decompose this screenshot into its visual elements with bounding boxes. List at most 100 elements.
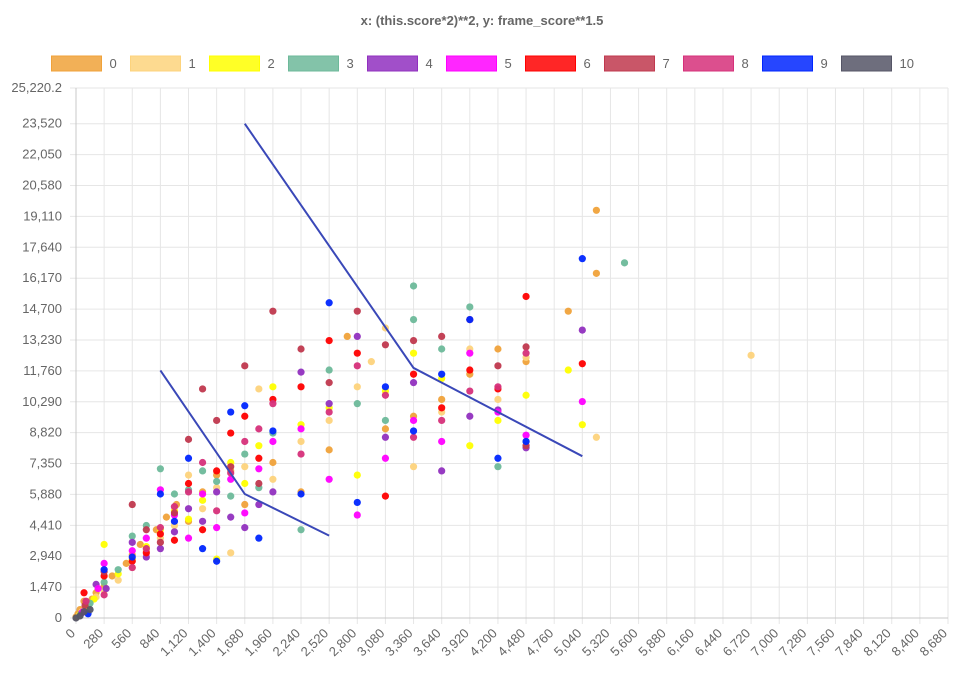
y-tick-label: 14,700	[22, 301, 62, 316]
x-tick-label: 0	[62, 626, 78, 642]
data-point-series-6	[409, 370, 418, 378]
legend-item-8[interactable]: 8	[683, 55, 749, 72]
legend-swatch	[446, 55, 497, 72]
data-point-series-4	[381, 433, 390, 441]
legend: 0 1 2 3 4 5 6 7 8 9 10	[51, 55, 914, 72]
data-point-series-6	[325, 337, 333, 345]
x-tick-label: 6,720	[720, 626, 754, 660]
y-tick-label: 20,580	[22, 178, 62, 193]
data-point-series-8	[438, 416, 446, 425]
y-tick-label: 16,170	[22, 270, 62, 285]
data-point-series-3	[156, 465, 164, 473]
data-point-series-1	[592, 433, 600, 441]
data-point-series-10	[86, 605, 94, 614]
data-point-series-3	[227, 492, 235, 500]
legend-item-1[interactable]: 1	[130, 55, 196, 72]
data-point-series-0	[108, 572, 116, 580]
x-tick-label: 7,840	[832, 626, 866, 660]
legend-item-4[interactable]: 4	[367, 55, 433, 72]
data-point-series-5	[184, 534, 193, 542]
data-point-series-7	[156, 538, 164, 546]
legend-item-5[interactable]: 5	[446, 55, 512, 72]
data-point-series-1	[241, 463, 249, 471]
legend-label: 3	[347, 56, 354, 71]
data-point-series-0	[241, 500, 249, 509]
legend-item-9[interactable]: 9	[762, 55, 828, 72]
data-point-series-8	[409, 433, 418, 441]
data-point-series-9	[494, 454, 502, 462]
data-point-series-6	[156, 530, 164, 538]
legend-item-10[interactable]: 10	[841, 55, 914, 72]
legend-item-3[interactable]: 3	[288, 55, 354, 72]
data-point-series-8	[82, 597, 90, 605]
data-point-series-7	[255, 479, 263, 488]
x-tick-label: 1,400	[185, 626, 219, 660]
data-point-series-4	[170, 528, 179, 536]
data-point-series-7	[269, 307, 277, 315]
data-point-series-5	[94, 584, 102, 593]
data-point-series-0	[343, 332, 351, 341]
data-point-series-8	[198, 458, 207, 467]
legend-item-2[interactable]: 2	[209, 55, 275, 72]
data-point-series-3	[438, 345, 446, 353]
legend-label: 4	[426, 56, 433, 71]
legend-swatch	[683, 55, 734, 72]
x-tick-label: 5,600	[607, 626, 641, 660]
data-point-series-8	[297, 450, 305, 458]
data-point-series-9	[100, 566, 108, 574]
data-point-series-1	[353, 383, 361, 391]
legend-item-0[interactable]: 0	[51, 55, 117, 72]
data-point-series-1	[114, 576, 122, 584]
trend-lines	[159, 123, 583, 537]
x-tick-label: 280	[80, 626, 106, 652]
y-tick-label: 0	[55, 610, 62, 625]
data-point-series-7	[184, 435, 193, 443]
grid	[70, 87, 949, 624]
legend-item-7[interactable]: 7	[604, 55, 670, 72]
data-point-series-1	[198, 505, 207, 513]
data-point-series-4	[353, 332, 361, 341]
data-point-series-5	[466, 349, 474, 357]
data-point-series-5	[578, 397, 586, 406]
data-point-series-8	[170, 503, 179, 511]
data-point-series-0	[494, 345, 502, 353]
data-point-series-3	[466, 303, 474, 311]
legend-label: 10	[900, 56, 914, 71]
y-tick-label: 17,640	[22, 239, 62, 254]
x-axis-ticks: 0 280 560 8401,1201,4001,6801,9602,2402,520…	[62, 626, 950, 660]
legend-label: 5	[505, 56, 512, 71]
data-point-series-4	[241, 524, 249, 532]
legend-swatch	[288, 55, 339, 72]
data-point-series-6	[80, 589, 88, 597]
data-point-series-8	[241, 437, 249, 446]
data-point-series-7	[325, 379, 333, 387]
data-point-series-3	[213, 477, 221, 486]
data-point-series-8	[142, 545, 150, 553]
data-point-series-4	[438, 467, 446, 475]
data-point-series-6	[578, 360, 586, 368]
data-point-series-9	[241, 402, 249, 410]
data-point-series-8	[522, 349, 530, 357]
x-tick-label: 4,760	[523, 626, 557, 660]
trend-line	[243, 123, 583, 458]
data-point-series-0	[162, 513, 171, 521]
y-tick-label: 4,410	[29, 517, 62, 532]
y-tick-label: 1,470	[29, 579, 62, 594]
data-point-series-7	[170, 509, 179, 517]
x-tick-label: 560	[108, 626, 134, 652]
chart-title: x: (this.score*2)**2, y: frame_score**1.…	[361, 13, 604, 28]
data-point-series-8	[466, 387, 474, 395]
data-point-series-0	[122, 559, 130, 567]
data-points	[72, 206, 755, 622]
data-point-series-4	[102, 584, 110, 593]
data-point-series-8	[184, 488, 193, 496]
data-point-series-9	[184, 454, 193, 462]
data-point-series-7	[353, 307, 361, 315]
data-point-series-1	[184, 471, 193, 479]
x-tick-label: 1,120	[157, 626, 191, 660]
data-point-series-6	[381, 492, 390, 500]
x-tick-label: 1,680	[213, 626, 247, 660]
data-point-series-9	[255, 534, 263, 542]
legend-swatch	[604, 55, 655, 72]
legend-item-6[interactable]: 6	[525, 55, 591, 72]
